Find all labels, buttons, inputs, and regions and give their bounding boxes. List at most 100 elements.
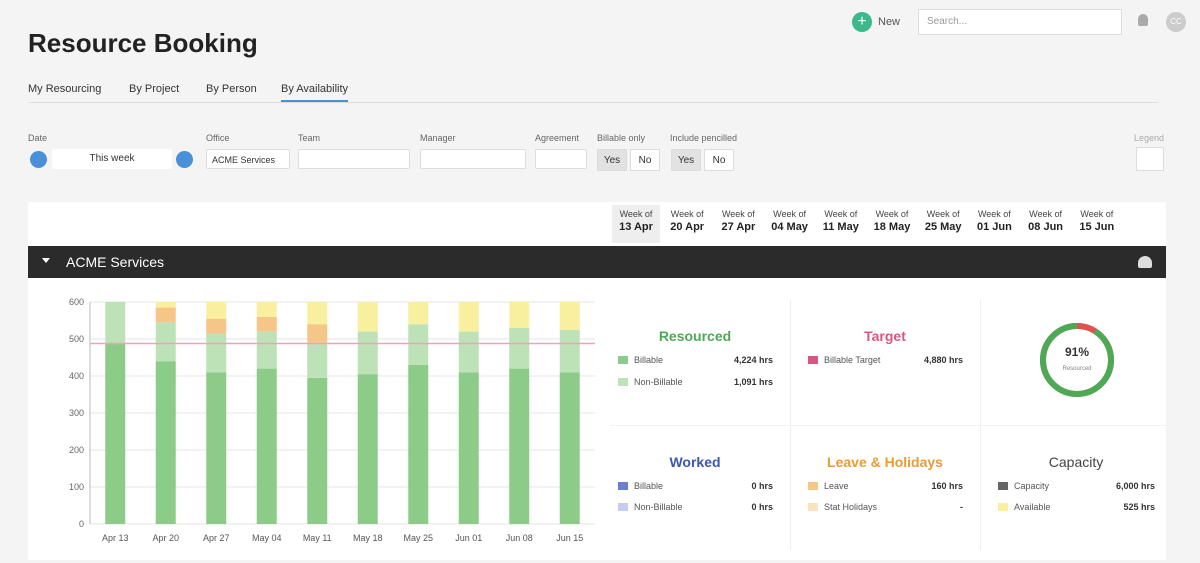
swatch [618,482,628,490]
bar-segment [408,302,429,325]
week-prefix: Week of [824,209,858,219]
stat-title: Target [864,328,906,344]
stat-label: Stat Holidays [824,502,878,512]
stat-value: 4,880 hrs [923,355,963,365]
stat-value: 0 hrs [751,502,773,512]
x-tick-label: May 04 [252,533,282,543]
week-prefix: Week of [977,209,1011,219]
stat-title: Capacity [1048,454,1104,470]
swatch [618,378,628,386]
week-date: 04 May [771,221,808,233]
week-column: Week of 08 Jun [1023,209,1069,233]
new-button[interactable]: New [878,16,901,28]
stat-label: Capacity [1014,481,1050,491]
stat-label: Billable [634,355,664,365]
avatar[interactable]: CC [1166,12,1186,32]
x-tick-label: May 11 [303,533,332,543]
x-tick-label: May 25 [403,533,433,543]
week-column: Week of 25 May [920,209,966,233]
x-tick-label: May 18 [353,533,383,543]
gauge-caption: Resourced [1062,366,1091,372]
toggle-yes[interactable]: Yes [671,149,701,171]
bar-segment [559,329,580,373]
filter-label: Office [206,133,230,143]
stat-value: - [960,502,963,512]
week-date: 11 May [822,221,859,233]
search-input[interactable]: Search... [918,9,1122,35]
stat-value: 4,224 hrs [733,355,773,365]
office-select[interactable]: ACME Services [206,149,290,169]
week-prefix: Week of [875,209,909,219]
tab-divider [28,102,1158,103]
bar-segment [206,372,227,524]
week-prefix: Week of [670,209,704,219]
week-prefix: Week of [1029,209,1063,219]
filter-label: Manager [420,133,456,143]
week-column: Week of 18 May [869,209,915,233]
toggle-yes[interactable]: Yes [597,149,627,171]
swatch [808,503,818,511]
stat-label: Non-Billable [634,377,683,387]
filter-label: Team [298,133,321,143]
week-date: 08 Jun [1028,221,1064,233]
bar-segment [458,372,479,524]
swatch [618,356,628,364]
stat-label: Billable [634,481,664,491]
team-select[interactable] [298,149,410,169]
prev-week[interactable] [30,151,47,168]
x-tick-label: Apr 27 [203,533,230,543]
new-icon[interactable]: + [852,12,872,32]
date-value[interactable]: This week [52,149,172,169]
x-tick-label: Jun 08 [506,533,533,543]
x-tick-label: Jun 15 [556,533,583,543]
legend-button[interactable] [1136,147,1164,171]
tab-active[interactable]: By Availability [281,83,349,102]
gauge-icon[interactable] [1138,256,1152,268]
week-prefix: Week of [773,209,807,219]
week-column: Week of 20 Apr [664,209,710,233]
bar-segment [458,302,479,332]
filter-label: Include pencilled [670,133,738,143]
swatch [618,503,628,511]
week-date: 25 May [924,221,962,233]
stat-title: Resourced [658,328,732,344]
y-tick-label: 400 [69,371,84,381]
agreement-select[interactable] [535,149,587,169]
y-tick-label: 0 [79,519,84,529]
stat-value: 1,091 hrs [733,377,773,387]
group-title: ACME Services [66,254,165,270]
toggle-no[interactable]: No [630,149,660,171]
bar-segment [155,302,176,308]
collapse-caret[interactable] [42,258,50,263]
toggle-no[interactable]: No [704,149,734,171]
bar-segment [206,318,227,334]
stat-label: Non-Billable [634,502,683,512]
bar-segment [206,302,227,319]
current-week-highlight [612,205,660,243]
gauge-value: 91% [1065,345,1089,359]
stat-label: Available [1014,502,1051,512]
stat-label: Billable Target [824,355,881,365]
bar-segment [408,324,429,365]
bar-segment [105,342,126,524]
bar-segment [307,342,328,378]
bar-segment [256,331,277,369]
resourced-gauge: 91% Resourced [1040,323,1114,397]
bell-icon[interactable] [1138,14,1148,26]
swatch [998,482,1008,490]
y-tick-label: 300 [69,408,84,418]
tab[interactable]: By Person [206,83,257,95]
bar-segment [559,372,580,524]
bar-segment [408,364,429,524]
bar-segment [256,302,277,317]
bar-segment [357,331,378,375]
manager-select[interactable] [420,149,526,169]
bar-segment [206,333,227,373]
next-week[interactable] [176,151,193,168]
week-date: 18 May [873,221,911,233]
bar-segment [509,368,530,524]
tab[interactable]: By Project [129,83,180,95]
week-prefix: Week of [926,209,960,219]
stat-value: 6,000 hrs [1115,481,1155,491]
tab[interactable]: My Resourcing [28,83,102,95]
